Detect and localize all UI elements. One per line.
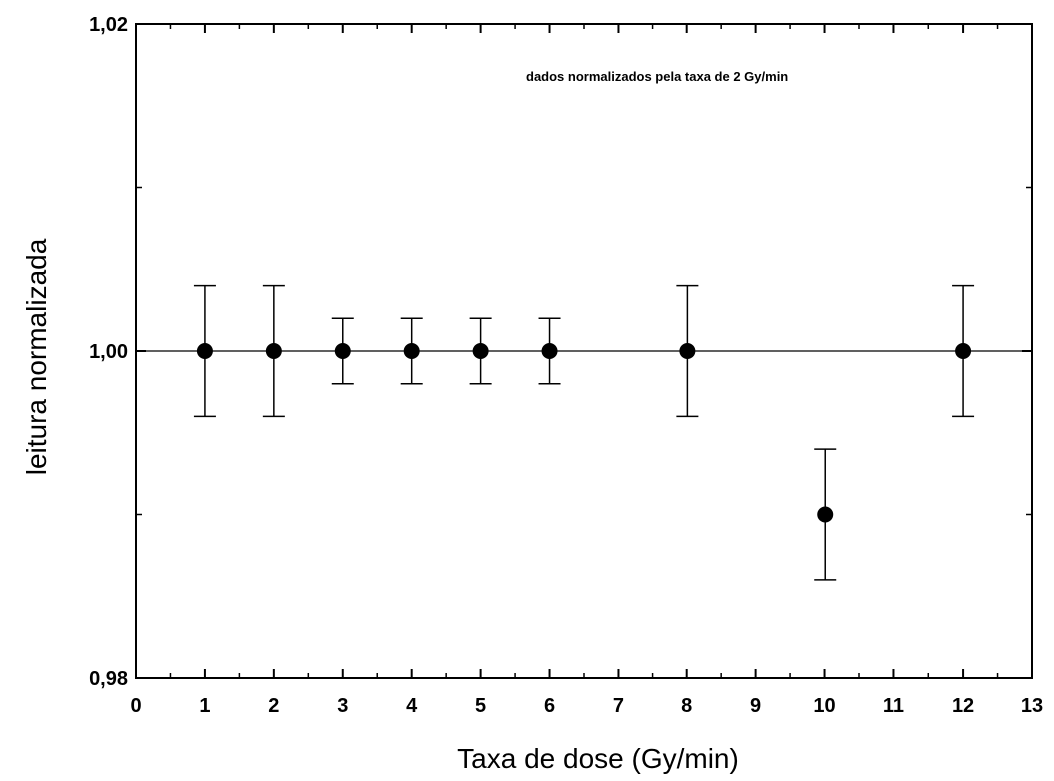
- data-point: [403, 343, 420, 359]
- x-tick-label: 2: [268, 695, 279, 717]
- data-point-group: [538, 317, 561, 385]
- x-tick-label: 5: [475, 695, 486, 717]
- x-tick-label: 4: [406, 695, 418, 717]
- x-tick-label: 11: [883, 695, 904, 717]
- data-point: [265, 343, 282, 359]
- data-point: [955, 343, 972, 359]
- x-tick-label: 12: [952, 695, 974, 717]
- data-point-group: [469, 317, 492, 385]
- x-tick-label: 6: [544, 695, 555, 717]
- axis-ticks: [135, 23, 1033, 679]
- y-tick-label: 0,98: [89, 668, 128, 690]
- tick-labels: 0 1 2 3 4 5 6 7 8 9 10 11 12 130,981,001,02: [89, 14, 1043, 717]
- data-point-group: [952, 284, 975, 418]
- y-tick-label: 1,02: [89, 14, 128, 36]
- data-point-group: [262, 284, 285, 418]
- x-tick-label: 9: [750, 695, 761, 717]
- data-point: [817, 506, 834, 523]
- y-axis-title: leitura normalizada: [21, 238, 52, 475]
- x-tick-label: 0: [130, 695, 141, 717]
- x-tick-label: 13: [1021, 695, 1043, 717]
- data-point: [334, 343, 351, 359]
- annotation-text: dados normalizados pela taxa de 2 Gy/min: [526, 69, 788, 84]
- data-point-group: [814, 448, 837, 581]
- x-tick-label: 10: [813, 695, 835, 717]
- data-point: [196, 343, 213, 359]
- data-point: [472, 343, 489, 359]
- x-tick-label: 1: [199, 695, 210, 717]
- data-point-group: [676, 284, 699, 418]
- x-tick-label: 3: [337, 695, 348, 717]
- data-point: [679, 343, 696, 359]
- data-point-group: [193, 284, 216, 418]
- x-tick-label: 8: [681, 695, 692, 717]
- data-point: [541, 343, 558, 359]
- x-tick-label: 7: [613, 695, 624, 717]
- x-axis-title: Taxa de dose (Gy/min): [457, 743, 739, 774]
- data-points: [193, 284, 975, 581]
- data-point-group: [400, 317, 423, 385]
- data-point-group: [331, 317, 354, 385]
- y-tick-label: 1,00: [89, 341, 128, 363]
